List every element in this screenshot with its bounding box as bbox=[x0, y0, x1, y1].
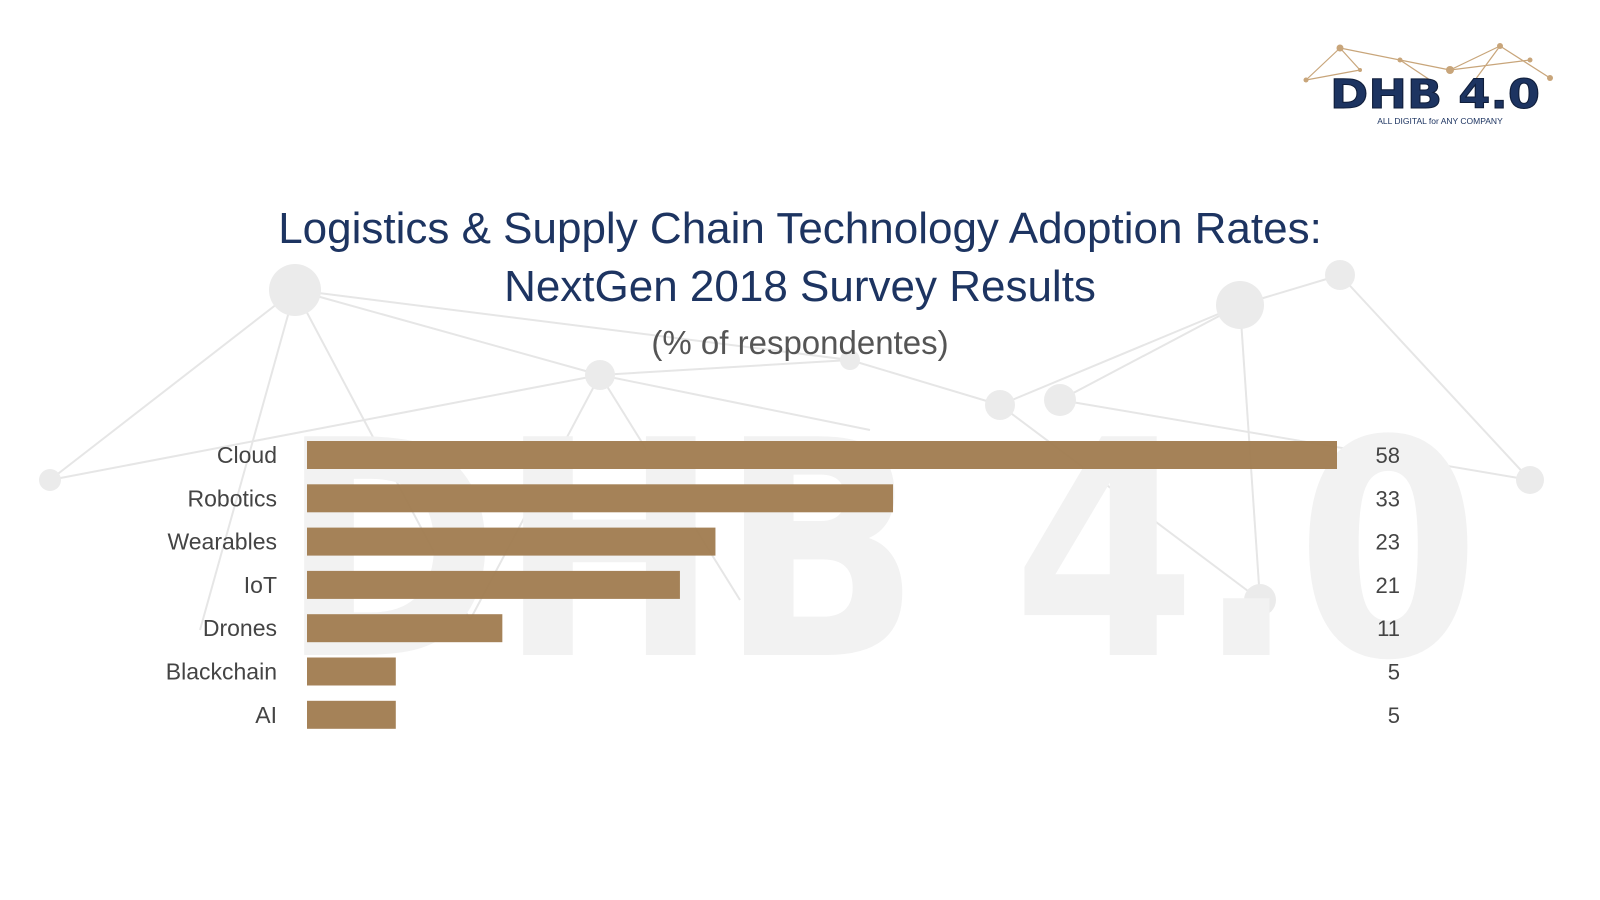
value-label: 21 bbox=[1376, 573, 1400, 598]
chart-title: Logistics & Supply Chain Technology Adop… bbox=[0, 200, 1600, 316]
chart-title-block: Logistics & Supply Chain Technology Adop… bbox=[0, 200, 1600, 362]
value-label: 23 bbox=[1376, 530, 1400, 555]
category-label: Drones bbox=[203, 615, 277, 641]
value-label: 5 bbox=[1388, 703, 1400, 728]
category-label: Blackchain bbox=[166, 659, 277, 685]
bar bbox=[307, 700, 396, 729]
bar bbox=[307, 484, 894, 513]
value-label: 11 bbox=[1377, 616, 1400, 641]
bar bbox=[307, 441, 1337, 469]
dhb-logo: DHB 4.0 ALL DIGITAL for ANY COMPANY bbox=[1303, 43, 1553, 126]
category-label: Wearables bbox=[167, 529, 277, 555]
logo-tagline: ALL DIGITAL for ANY COMPANY bbox=[1377, 116, 1503, 126]
value-label: 33 bbox=[1376, 486, 1400, 511]
bar-chart: Cloud 58 Robotics 33 Wearables 23 IoT 21 Drones 1… bbox=[166, 441, 1400, 729]
category-label: Cloud bbox=[217, 442, 277, 468]
chart-title-line-2: NextGen 2018 Survey Results bbox=[504, 262, 1096, 311]
value-label: 58 bbox=[1376, 443, 1400, 468]
value-label: 5 bbox=[1388, 660, 1400, 685]
bar bbox=[307, 570, 680, 599]
bar bbox=[307, 614, 503, 643]
category-label: Robotics bbox=[188, 485, 277, 511]
category-label: IoT bbox=[244, 572, 277, 598]
logo-text: DHB 4.0 bbox=[1330, 72, 1540, 118]
chart-subtitle: (% of respondentes) bbox=[651, 324, 949, 361]
chart-title-line-1: Logistics & Supply Chain Technology Adop… bbox=[278, 204, 1322, 253]
bar bbox=[307, 527, 716, 556]
bar bbox=[307, 657, 396, 686]
category-label: AI bbox=[255, 702, 277, 728]
